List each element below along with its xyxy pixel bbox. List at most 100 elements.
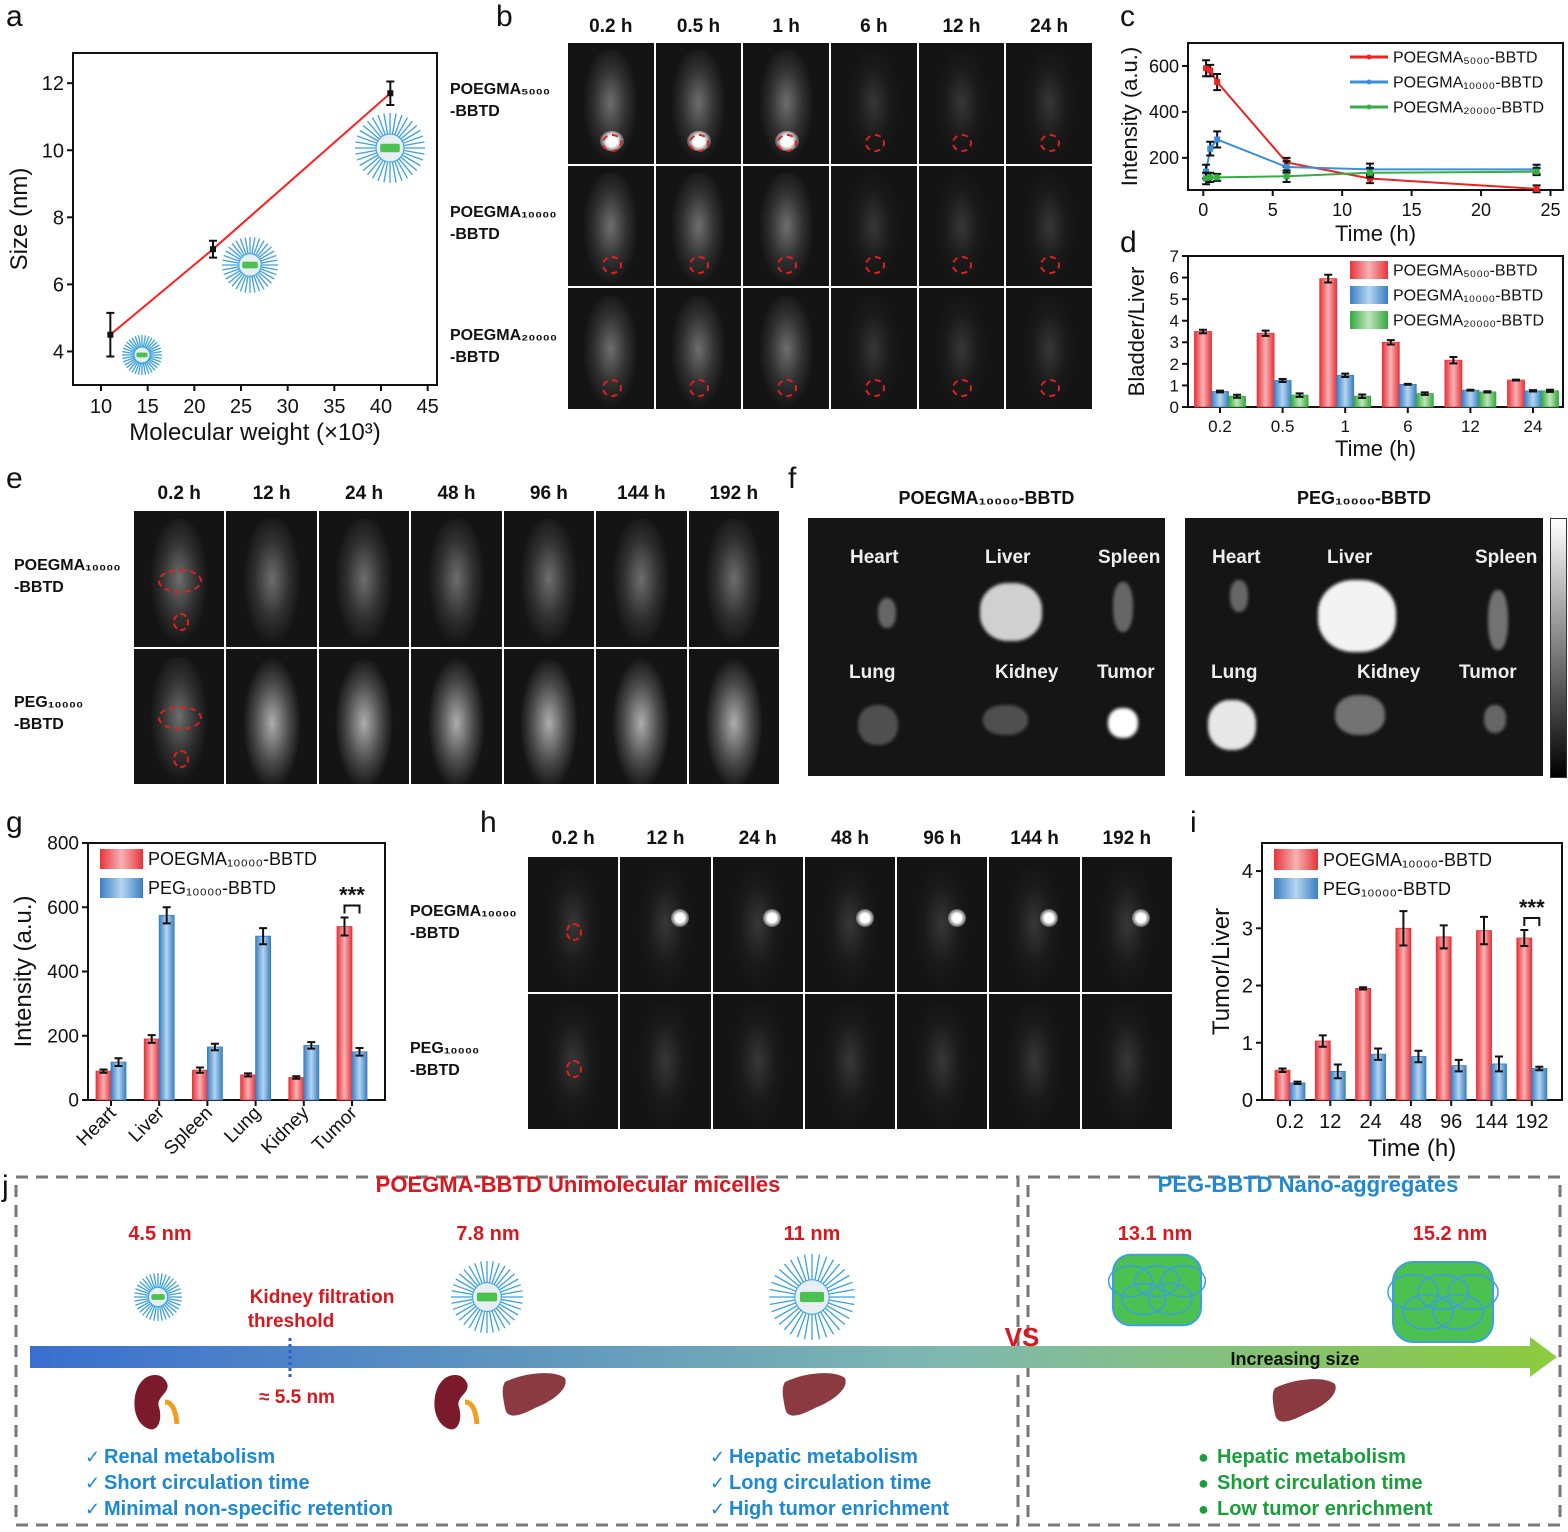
y-tick-label: 0 — [68, 1091, 79, 1112]
data-point — [1203, 65, 1210, 72]
bar-red — [1355, 987, 1371, 1101]
panel_h-image-cell — [989, 857, 1080, 992]
bladder-roi-circle — [689, 256, 710, 275]
y-tick-label: 4 — [53, 341, 64, 363]
tumor-signal — [763, 909, 782, 928]
x-tick-label: 10 — [90, 396, 112, 418]
mouse-silhouette — [519, 656, 578, 784]
panel-label-c: c — [1120, 0, 1135, 33]
data-point — [387, 90, 394, 97]
y-tick-label: 0 — [1170, 398, 1179, 417]
bladder-roi-circle — [1040, 379, 1061, 398]
row-label-line1: POEGMA₁₀₀₀₀ — [450, 204, 557, 221]
organ-liver — [980, 583, 1042, 641]
x-axis-label: Molecular weight (×10³) — [129, 419, 380, 446]
bar-blue — [303, 1044, 320, 1101]
error-bar — [1439, 924, 1448, 950]
error-bar — [1324, 273, 1333, 284]
panel_e-image-cell — [596, 648, 687, 784]
y-tick-label: 400 — [47, 962, 79, 983]
bladder-roi-circle — [777, 133, 798, 152]
bar-green — [1478, 391, 1497, 408]
vs-label: VS — [1005, 1322, 1040, 1352]
panel_b-image-cell — [655, 288, 742, 409]
error-bar — [1414, 1049, 1423, 1064]
tumor-roi-circle — [566, 1059, 583, 1078]
bladder-roi-circle — [777, 256, 798, 275]
y-axis-label: Intensity (a.u.) — [10, 895, 37, 1047]
bar-red — [1381, 341, 1400, 408]
mouse-silhouette — [612, 656, 671, 784]
bar-blue — [1289, 1082, 1306, 1101]
panel_e-image-cell — [688, 648, 779, 784]
error-bar — [1358, 393, 1367, 399]
organ-heart — [878, 598, 896, 628]
property-item: Long circulation time — [729, 1472, 931, 1494]
panel-f-title-2: PEG₁₀₀₀₀-BBTD — [1297, 488, 1431, 508]
row-label-line1: PEG₁₀₀₀₀ — [410, 1039, 480, 1057]
x-tick-label: Tumor — [308, 1102, 362, 1156]
aggregates-title: PEG-BBTD Nano-aggregates — [1158, 1172, 1459, 1197]
panel_b-row-label: POEGMA₅₀₀₀ -BBTD — [450, 79, 550, 123]
error-bar — [1520, 929, 1529, 948]
panel_b-column-header: 0.5 h — [676, 16, 721, 37]
x-tick-label: 40 — [370, 396, 392, 418]
error-bar — [1403, 382, 1412, 386]
data-point — [1203, 168, 1210, 175]
data-point — [1214, 79, 1221, 86]
bar-red — [240, 1074, 257, 1101]
mouse-silhouette — [242, 519, 301, 647]
panel_h-column-header: 0.2 h — [551, 828, 595, 849]
data-point — [1533, 168, 1540, 175]
error-bar — [1278, 1067, 1287, 1073]
row-label-line2: -BBTD — [450, 348, 500, 366]
y-tick-label: 6 — [53, 274, 64, 296]
micelle-icon — [134, 1273, 182, 1321]
size-arrow — [30, 1337, 1557, 1377]
series-2 — [1202, 167, 1541, 186]
y-tick-label: 4 — [1242, 861, 1253, 883]
liver-icon — [1272, 1379, 1336, 1422]
error-bar — [1216, 389, 1224, 394]
error-bar — [1480, 915, 1488, 946]
row-label-line2: -BBTD — [450, 226, 500, 243]
bar-red — [1395, 927, 1412, 1101]
panel_h-image-cell — [620, 857, 711, 992]
panel_b-image-cell — [831, 43, 917, 164]
bladder-roi-circle — [864, 133, 885, 152]
error-bar — [340, 916, 349, 937]
mouse-silhouette — [913, 865, 972, 992]
panel-label-d: d — [1120, 226, 1137, 259]
organ-label: Lung — [1211, 662, 1258, 683]
ex-vivo-image-1 — [808, 518, 1165, 776]
x-tick-label: 25 — [1540, 200, 1560, 220]
error-bar — [1293, 1080, 1302, 1085]
bullet-icon: ● — [1198, 1473, 1209, 1493]
bar-blue — [1524, 390, 1542, 408]
organ-label: Spleen — [1475, 547, 1538, 568]
panel-f-title-1: POEGMA₁₀₀₀₀-BBTD — [898, 488, 1075, 508]
bar-red — [1444, 359, 1463, 408]
x-axis-label: Time (h) — [1335, 221, 1416, 246]
data-point — [1283, 173, 1290, 180]
panel-label-a: a — [6, 0, 23, 33]
error-bar — [244, 1072, 253, 1078]
y-tick-label: 1 — [1170, 376, 1179, 395]
x-tick-label: 144 — [1475, 1111, 1508, 1133]
panel_h-column-header: 12 h — [646, 828, 685, 849]
organ-lung — [1208, 700, 1256, 750]
error-bar — [355, 1046, 364, 1057]
bar-red — [288, 1077, 305, 1101]
panel_b-column-header: 0.2 h — [589, 16, 633, 37]
mouse-silhouette — [704, 519, 763, 647]
size-label: 11 nm — [784, 1223, 841, 1245]
x-tick-label: 15 — [1402, 200, 1422, 220]
check-icon: ✓ — [85, 1499, 100, 1519]
nano-aggregate-icon — [1107, 1253, 1207, 1327]
panel_h-image-cell — [528, 857, 619, 992]
error-bar — [1529, 389, 1537, 393]
panel_e-image-cell — [503, 648, 595, 784]
panel_b-image-cell — [568, 43, 654, 164]
x-tick-label: 10 — [1332, 200, 1352, 220]
